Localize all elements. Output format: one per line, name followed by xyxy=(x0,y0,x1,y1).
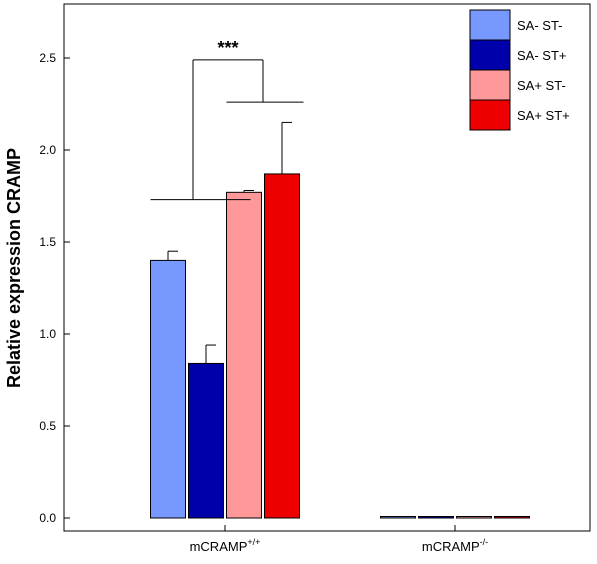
legend-label: SA+ ST- xyxy=(517,78,566,93)
y-tick-label: 1.5 xyxy=(39,235,56,249)
x-tick-label: mCRAMP-/- xyxy=(422,537,488,554)
legend-label: SA- ST- xyxy=(517,18,563,33)
legend-swatch xyxy=(469,39,511,71)
y-tick-label: 2.5 xyxy=(39,51,56,65)
bar xyxy=(456,516,492,519)
significance-label: *** xyxy=(217,38,238,58)
bar xyxy=(494,516,530,519)
y-axis-label: Relative expression CRAMP xyxy=(4,148,24,388)
legend-label: SA+ ST+ xyxy=(517,108,570,123)
y-tick-label: 0.0 xyxy=(39,511,56,525)
legend-label: SA- ST+ xyxy=(517,48,567,63)
legend-swatch xyxy=(469,99,511,131)
bar xyxy=(380,516,416,519)
y-tick-label: 1.0 xyxy=(39,327,56,341)
bar xyxy=(418,516,454,519)
legend-swatch xyxy=(469,69,511,101)
bar xyxy=(226,191,262,519)
y-tick-label: 0.5 xyxy=(39,419,56,433)
legend-swatch xyxy=(469,9,511,41)
bar xyxy=(188,362,224,519)
y-tick-label: 2.0 xyxy=(39,143,56,157)
x-tick-label: mCRAMP+/+ xyxy=(190,537,261,554)
plot-frame xyxy=(63,3,591,532)
bar xyxy=(264,173,300,519)
bar xyxy=(150,259,186,519)
